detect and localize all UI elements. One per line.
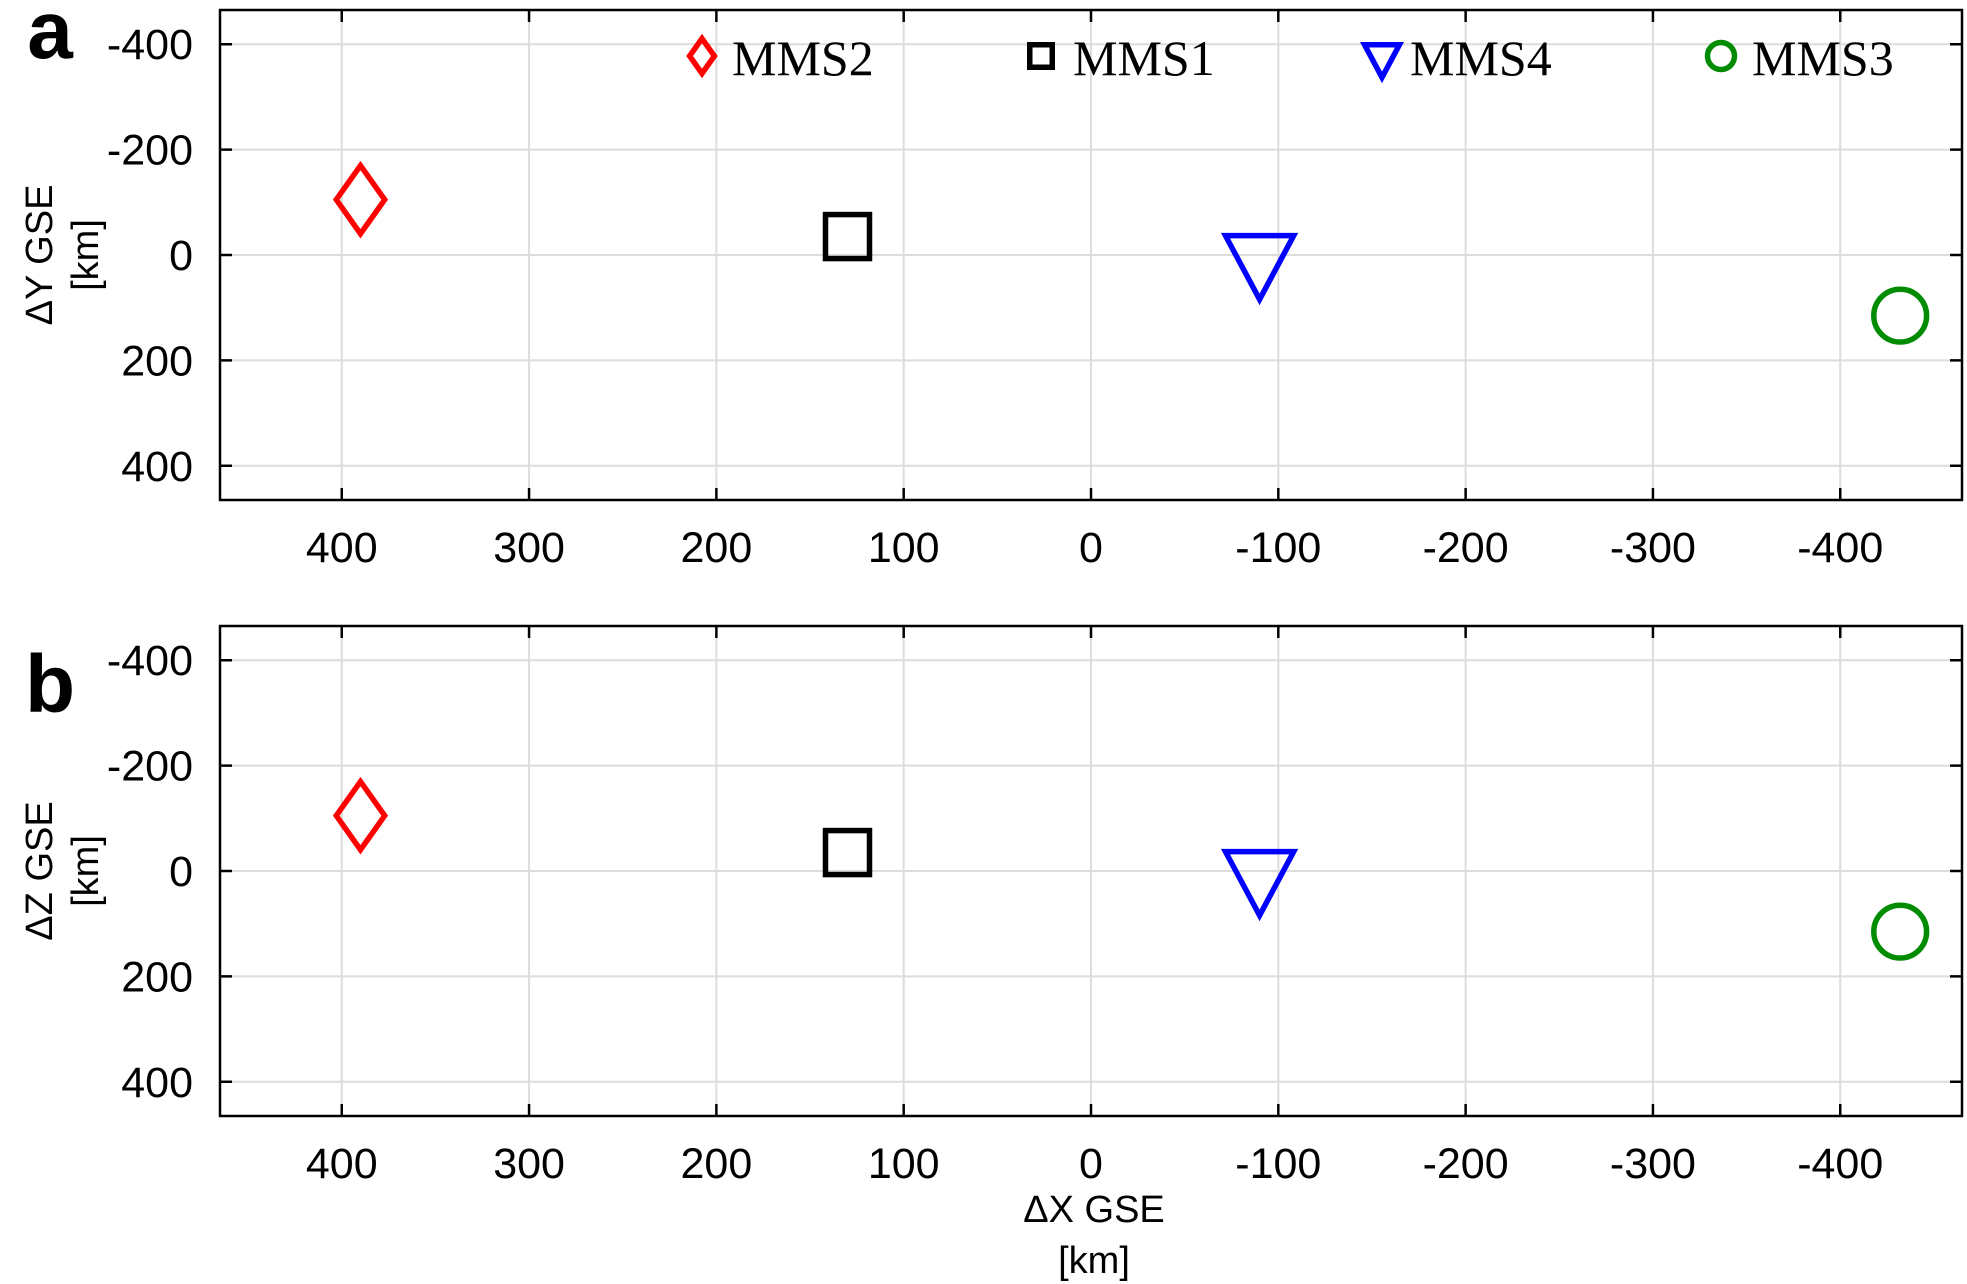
- legend-marker-mms4: [1359, 42, 1405, 84]
- data-point-mms3: [1871, 286, 1930, 345]
- legend-item-mms1: MMS1: [1027, 30, 1215, 86]
- y-axis-label: ΔY GSE [km]: [19, 185, 107, 326]
- x-tick-label: 400: [306, 524, 378, 572]
- y-axis-label-line: [km]: [65, 835, 107, 907]
- data-point-mms1: [822, 211, 873, 262]
- legend: MMS2 MMS1 MMS4 MMS3: [686, 30, 1894, 86]
- y-tick-label: 200: [121, 337, 193, 385]
- y-axis-label-line: ΔY GSE: [19, 185, 61, 326]
- legend-marker-mms3: [1704, 39, 1738, 73]
- data-point-mms4: [1220, 848, 1299, 922]
- legend-label: MMS1: [1073, 30, 1215, 86]
- data-point-mms3: [1871, 902, 1930, 961]
- x-tick-label: 0: [1079, 524, 1103, 572]
- y-tick-label: 0: [169, 232, 193, 280]
- x-tick-label: 300: [493, 1140, 565, 1188]
- legend-label: MMS2: [732, 30, 874, 86]
- legend-label: MMS4: [1410, 30, 1552, 86]
- x-axis-label: [km]: [1058, 1240, 1130, 1282]
- legend-marker-mms2: [686, 33, 718, 79]
- x-tick-label: 100: [868, 524, 940, 572]
- legend-item-mms4: MMS4: [1359, 30, 1552, 86]
- y-tick-label: -400: [107, 637, 193, 685]
- chart-panel-b: 400 300 200 100 0 -100 -200 -300 -400 -400 -200 0 20…: [19, 624, 1964, 1282]
- x-tick-label: 300: [493, 524, 565, 572]
- x-axis-label: ΔX GSE: [1023, 1189, 1165, 1231]
- x-tick-label: 0: [1079, 1140, 1103, 1188]
- chart-panel-a: 400 300 200 100 0 -100 -200 -300 -400 -400 -200 0 20…: [19, 0, 1964, 572]
- y-tick-label: 0: [169, 848, 193, 896]
- data-point-mms4: [1220, 232, 1299, 306]
- legend-item-mms2: MMS2: [686, 30, 874, 86]
- x-tick-label: -400: [1797, 1140, 1883, 1188]
- panel-letter: b: [25, 639, 75, 730]
- y-tick-label: -200: [107, 127, 193, 175]
- legend-item-mms3: MMS3: [1704, 30, 1894, 86]
- y-tick-label: -200: [107, 743, 193, 791]
- data-point-mms1: [822, 827, 873, 878]
- x-tick-label: 200: [681, 524, 753, 572]
- data-point-mms2: [332, 776, 389, 855]
- x-tick-label: -100: [1235, 524, 1321, 572]
- y-tick-label: 400: [121, 443, 193, 491]
- legend-marker-mms1: [1027, 42, 1055, 70]
- y-axis-label: ΔZ GSE [km]: [19, 801, 107, 940]
- y-tick-label: -400: [107, 21, 193, 69]
- x-tick-label: -200: [1423, 1140, 1509, 1188]
- x-tick-label: -300: [1610, 524, 1696, 572]
- legend-label: MMS3: [1752, 30, 1894, 86]
- data-point-mms2: [332, 160, 389, 239]
- y-tick-label: 400: [121, 1059, 193, 1107]
- y-axis-label-line: [km]: [65, 219, 107, 291]
- x-tick-label: -100: [1235, 1140, 1321, 1188]
- y-axis-label-line: ΔZ GSE: [19, 801, 61, 940]
- panel-letter: a: [27, 0, 74, 76]
- x-tick-label: -400: [1797, 524, 1883, 572]
- x-tick-label: 400: [306, 1140, 378, 1188]
- x-tick-label: 200: [681, 1140, 753, 1188]
- x-tick-label: 100: [868, 1140, 940, 1188]
- x-tick-label: -300: [1610, 1140, 1696, 1188]
- x-tick-label: -200: [1423, 524, 1509, 572]
- y-tick-label: 200: [121, 953, 193, 1001]
